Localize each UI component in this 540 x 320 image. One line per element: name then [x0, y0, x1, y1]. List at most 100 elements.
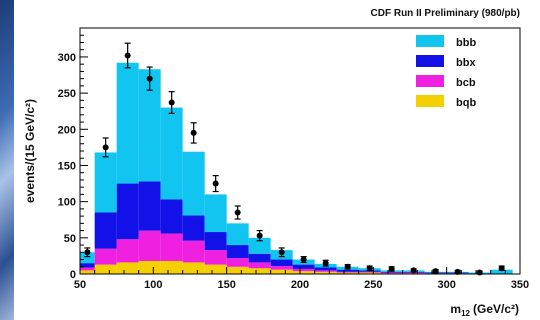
bar-bbb-3: [138, 69, 161, 182]
bar-bbb-5: [182, 151, 205, 216]
bar-bcb-5: [182, 240, 205, 263]
bar-bqb-6: [204, 264, 227, 274]
bar-bbx-14: [380, 271, 403, 273]
bar-bqb-12: [336, 272, 359, 274]
y-axis-label: events/(15 GeV/c²): [23, 99, 37, 203]
data-point-12: [344, 263, 351, 270]
data-marker-1: [102, 144, 109, 151]
legend-swatch-bbb: [416, 35, 444, 47]
y-tick-label-50: 50: [64, 233, 76, 245]
data-marker-4: [168, 99, 175, 106]
bar-bbx-2: [116, 183, 139, 240]
data-point-18: [476, 269, 483, 276]
bar-bqb-11: [314, 271, 337, 274]
data-point-4: [168, 91, 175, 114]
bar-bbx-4: [160, 199, 183, 234]
bar-bbb-19: [490, 269, 513, 274]
data-marker-6: [212, 180, 219, 187]
legend-item-bcb: bcb: [416, 75, 476, 89]
bar-bcb-1: [94, 248, 117, 265]
x-tick-label-100: 100: [144, 279, 162, 291]
bar-bqb-13: [358, 272, 381, 274]
bar-bbx-10: [292, 264, 315, 269]
bar-bcb-7: [226, 258, 249, 267]
data-marker-17: [454, 268, 461, 275]
chart-figure: CDF Run II Preliminary (980/pb) 50 100 150…: [14, 0, 540, 320]
x-axis-label-subscript: 12: [461, 309, 470, 318]
data-marker-9: [278, 249, 285, 256]
data-point-9: [278, 247, 285, 258]
data-marker-8: [256, 232, 263, 239]
x-tick-label-50: 50: [74, 279, 86, 291]
bar-bcb-10: [292, 268, 315, 272]
bar-bbx-8: [248, 253, 271, 263]
x-tick-label-200: 200: [291, 279, 309, 291]
bar-bbb-6: [204, 194, 227, 233]
data-marker-2: [124, 52, 131, 59]
bar-bqb-5: [182, 262, 205, 274]
data-point-1: [102, 137, 109, 158]
background-photo-strip: [0, 0, 14, 320]
bar-bqb-3: [138, 260, 161, 274]
data-marker-13: [366, 265, 373, 272]
legend: bbb bbx bcb bqb: [416, 35, 476, 109]
data-marker-14: [388, 265, 395, 272]
bar-bbb-7: [226, 223, 249, 246]
data-point-14: [388, 265, 395, 272]
bar-bqb-2: [116, 262, 139, 274]
data-point-10: [300, 256, 307, 264]
data-point-13: [366, 265, 373, 272]
chart-title: CDF Run II Preliminary (980/pb): [371, 8, 520, 19]
bar-bbb-0: [80, 252, 95, 264]
bar-bbx-11: [314, 267, 337, 271]
data-point-15: [410, 267, 417, 274]
bar-bbb-2: [116, 62, 139, 184]
data-marker-15: [410, 267, 417, 274]
data-marker-10: [300, 256, 307, 263]
stacked-bars: [80, 62, 513, 274]
y-tick-label-100: 100: [58, 197, 76, 209]
legend-item-bbb: bbb: [416, 35, 476, 49]
bar-bqb-8: [248, 268, 271, 274]
y-tick-label-200: 200: [58, 124, 76, 136]
x-tick-label-300: 300: [437, 279, 455, 291]
data-point-3: [146, 66, 153, 91]
data-point-19: [498, 265, 505, 272]
legend-label-bbx: bbx: [456, 57, 476, 69]
y-tick-label-300: 300: [58, 52, 76, 64]
y-tick-label-250: 250: [58, 88, 76, 100]
data-marker-5: [190, 129, 197, 136]
y-tick-label-0: 0: [70, 269, 76, 281]
legend-item-bqb: bqb: [416, 95, 476, 109]
x-tick-label-150: 150: [217, 279, 235, 291]
bar-bbx-7: [226, 245, 249, 259]
bar-bbx-1: [94, 212, 117, 249]
x-axis-label: m12 (GeV/c²): [450, 302, 519, 318]
bar-bcb-11: [314, 270, 337, 272]
bar-bbx-3: [138, 181, 161, 231]
bar-bcb-2: [116, 239, 139, 263]
data-point-7: [234, 205, 241, 220]
legend-label-bcb: bcb: [456, 77, 476, 89]
bar-bbb-8: [248, 237, 271, 254]
bar-bbx-0: [80, 263, 95, 268]
legend-label-bqb: bqb: [456, 97, 476, 109]
bar-bqb-9: [270, 269, 293, 274]
bar-bqb-0: [80, 270, 95, 274]
bar-bcb-9: [270, 266, 293, 270]
data-point-8: [256, 229, 263, 242]
x-axis-label-main: m: [450, 302, 461, 316]
histogram-chart: CDF Run II Preliminary (980/pb) 50 100 150…: [23, 8, 529, 318]
x-tick-label-250: 250: [364, 279, 382, 291]
bar-bcb-0: [80, 267, 95, 271]
bar-bcb-4: [160, 233, 183, 261]
data-marker-19: [498, 265, 505, 272]
data-marker-11: [322, 260, 329, 267]
data-point-2: [124, 42, 131, 69]
bar-bbb-1: [94, 152, 117, 213]
data-marker-18: [476, 269, 483, 276]
data-point-6: [212, 175, 219, 193]
bar-bcb-12: [336, 271, 359, 273]
data-point-11: [322, 259, 329, 267]
data-point-16: [432, 268, 439, 275]
